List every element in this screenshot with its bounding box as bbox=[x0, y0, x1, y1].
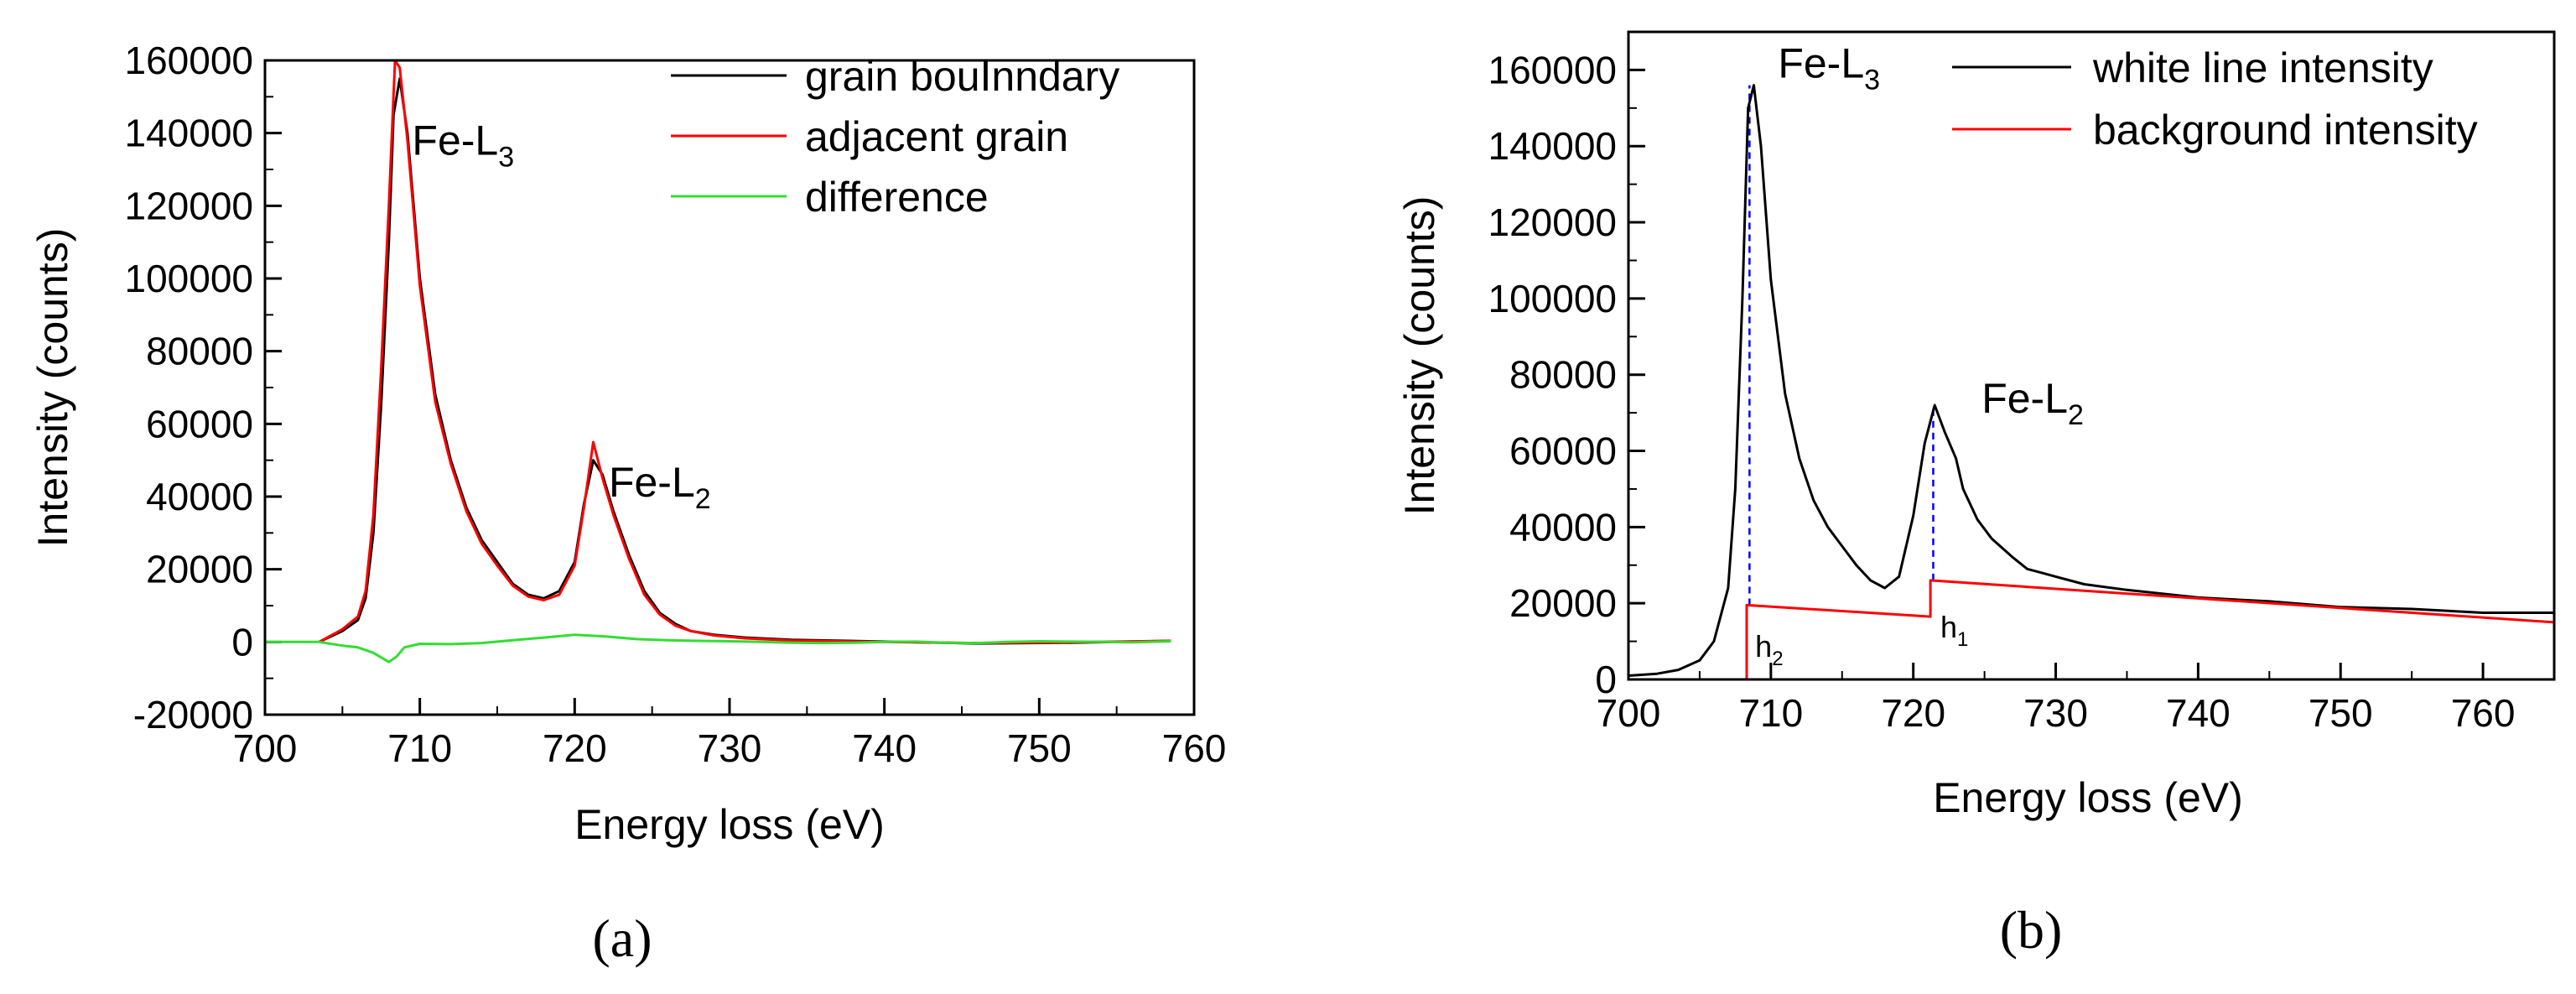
legend-label-background-intensity: background intensity bbox=[2093, 107, 2478, 154]
legend-label-white-line-intensity: white line intensity bbox=[2092, 44, 2433, 91]
panel-b-label: (b) bbox=[2000, 900, 2063, 960]
panel-a-annotation-main: Fe-L bbox=[609, 459, 695, 506]
panel-a-x-axis-label: Energy loss (eV) bbox=[574, 801, 885, 848]
panel-b-x-tick-label: 700 bbox=[1597, 691, 1661, 735]
panel-b-y-tick-label: 60000 bbox=[1509, 429, 1617, 473]
panel-a-y-tick-label: 80000 bbox=[146, 330, 253, 373]
panel-b: 700 710 720 730 740 750 760 0 20000 40000 60000 800… bbox=[1396, 30, 2556, 960]
panel-b-y-tick-label: 160000 bbox=[1488, 48, 1618, 91]
panel-a-y-tick-label: 0 bbox=[231, 620, 253, 664]
panel-b-y-tick-label: 80000 bbox=[1509, 353, 1617, 397]
panel-b-x-tick-label: 760 bbox=[2451, 691, 2516, 735]
panel-b-y-tick-label: 0 bbox=[1595, 658, 1617, 701]
panel-b-y-axis-label: Intensity (counts) bbox=[1396, 196, 1443, 516]
legend-label-difference: difference bbox=[805, 174, 989, 221]
panel-a-annotation-subscript: 2 bbox=[695, 483, 711, 515]
panel-a-label: (a) bbox=[592, 908, 652, 968]
panel-b-annotation-main: Fe-L bbox=[1981, 375, 2068, 422]
panel-a-x-tick-label: 740 bbox=[852, 726, 917, 770]
panel-b-series-white-line-intensity bbox=[1628, 84, 2554, 677]
panel-b-x-tick-label: 710 bbox=[1738, 691, 1803, 735]
panel-a-y-tick-label: 60000 bbox=[146, 402, 253, 445]
panel-a-y-tick-label: 20000 bbox=[146, 548, 253, 591]
panel-a-x-tick-label: 760 bbox=[1162, 726, 1227, 770]
panel-b-annotation: Fe-L3 bbox=[1778, 39, 1880, 96]
panel-b-y-tick-label: 120000 bbox=[1488, 200, 1618, 244]
panel-a-ticks: 700 710 720 730 740 750 760 -20000 0 20000 40000 60… bbox=[125, 39, 1227, 770]
panel-b-annotation-subscript: 2 bbox=[2068, 399, 2084, 431]
panel-b-x-tick-label: 740 bbox=[2166, 691, 2231, 735]
panel-a-y-axis-label: Intensity (counts) bbox=[29, 228, 76, 548]
panel-b-y-tick-label: 40000 bbox=[1509, 505, 1617, 549]
panel-a-series-difference bbox=[265, 633, 1171, 664]
panel-a-x-tick-label: 720 bbox=[543, 726, 607, 770]
panel-a-x-tick-label: 750 bbox=[1007, 726, 1072, 770]
panel-a-x-tick-label: 730 bbox=[698, 726, 762, 770]
panel-a-series bbox=[265, 59, 1171, 664]
panel-b-ticks: 700 710 720 730 740 750 760 0 20000 40000 60000 800… bbox=[1488, 48, 2516, 735]
panel-a-series-adjacent-grain bbox=[318, 59, 1171, 645]
panel-b-annotation-subscript: 3 bbox=[1864, 64, 1880, 96]
legend-label-adjacent-grain: adjacent grain bbox=[805, 113, 1068, 160]
panel-b-series bbox=[1628, 84, 2555, 681]
panel-b-plot-frame bbox=[1627, 30, 2556, 681]
panel-a-y-tick-label: 100000 bbox=[125, 257, 254, 300]
panel-b-x-tick-label: 730 bbox=[2023, 691, 2088, 735]
panel-a-y-tick-label: -20000 bbox=[133, 693, 253, 736]
panel-b-x-axis-label: Energy loss (eV) bbox=[1933, 774, 2243, 821]
panel-a-annotation: Fe-L3 bbox=[412, 117, 514, 174]
panel-a-plot-frame bbox=[263, 59, 1196, 716]
panel-a: 700 710 720 730 740 750 760 -20000 0 20000 40000 60… bbox=[29, 39, 1226, 968]
panel-b-annotation-main: Fe-L bbox=[1778, 39, 1864, 86]
legend-label-grain-boundary: grain bouInndary bbox=[805, 53, 1119, 100]
panel-b-annotation: h2 bbox=[1755, 629, 1783, 670]
panel-a-x-tick-label: 710 bbox=[387, 726, 452, 770]
panel-b-annotation: h1 bbox=[1940, 610, 1968, 651]
panel-a-annotation-subscript: 3 bbox=[498, 142, 514, 174]
panel-a-annotation-main: Fe-L bbox=[412, 117, 498, 164]
panel-a-y-tick-label: 160000 bbox=[125, 39, 254, 82]
panel-b-legend: white line intensity background intensit… bbox=[1952, 44, 2478, 154]
panel-a-legend: grain bouInndary adjacent grain differen… bbox=[671, 53, 1119, 221]
panel-b-y-tick-label: 100000 bbox=[1488, 277, 1618, 320]
panel-b-annotation-main: h bbox=[1940, 610, 1957, 644]
panel-b-annotation-main: h bbox=[1755, 629, 1772, 664]
panel-a-y-tick-label: 120000 bbox=[125, 184, 254, 227]
panel-a-annotation: Fe-L2 bbox=[609, 459, 711, 515]
panel-a-x-tick-label: 700 bbox=[233, 726, 298, 770]
panel-a-y-tick-label: 140000 bbox=[125, 112, 254, 155]
panel-b-x-tick-label: 720 bbox=[1881, 691, 1945, 735]
panel-b-annotation: Fe-L2 bbox=[1981, 375, 2084, 431]
panel-b-y-tick-label: 140000 bbox=[1488, 124, 1618, 168]
panel-b-y-tick-label: 20000 bbox=[1509, 581, 1617, 625]
panel-a-y-tick-label: 40000 bbox=[146, 475, 253, 518]
panel-b-annotation-subscript: 2 bbox=[1772, 648, 1783, 670]
panel-b-annotation-subscript: 1 bbox=[1957, 628, 1968, 651]
panel-b-x-tick-label: 750 bbox=[2309, 691, 2373, 735]
